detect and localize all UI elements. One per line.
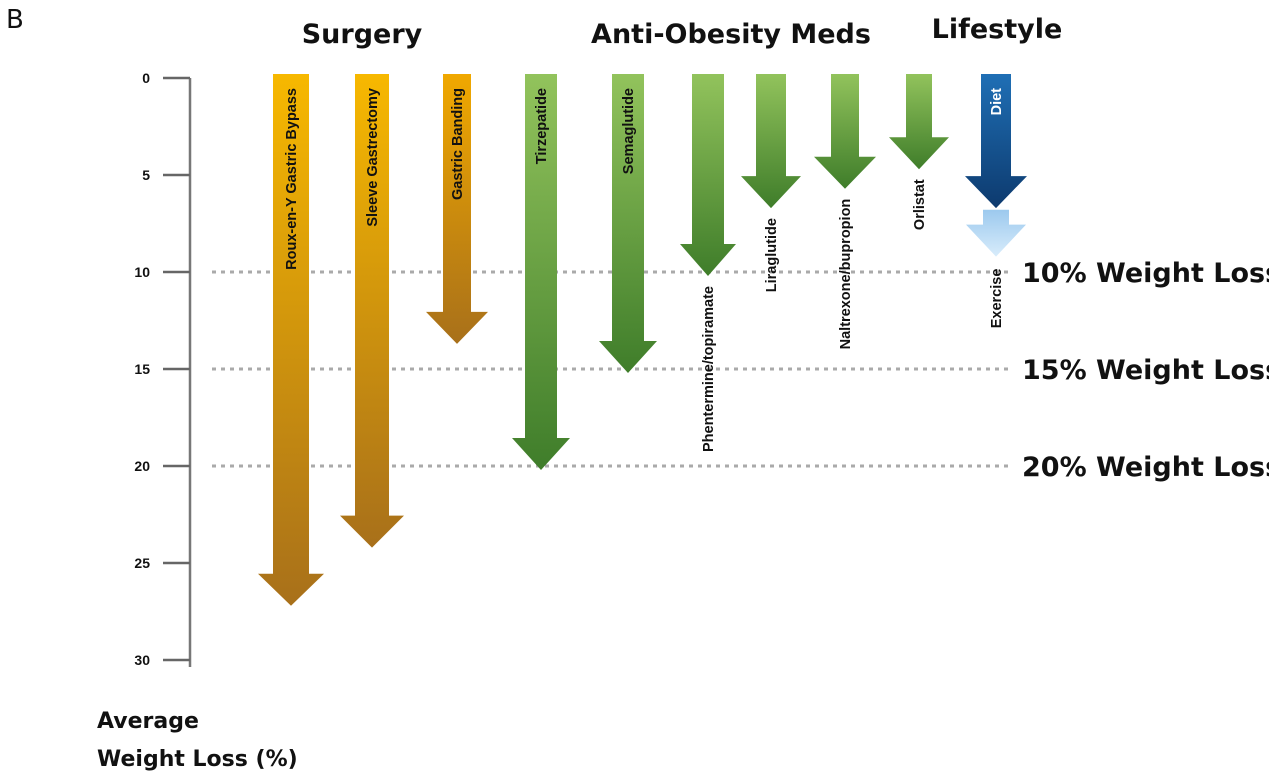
y-tick-label: 10 [134, 264, 150, 280]
arrow-phentermine-topiramate [680, 74, 736, 276]
arrow-label-semaglutide: Semaglutide [621, 88, 637, 174]
arrow-label-tirzepatide: Tirzepatide [534, 88, 550, 164]
group-header-anti-obesity-meds: Anti-Obesity Meds [591, 19, 871, 50]
y-axis-label-line2: Weight Loss (%) [97, 747, 298, 772]
arrow-label-phentermine-topiramate: Phentermine/topiramate [701, 286, 717, 452]
arrow-label-orlistat: Orlistat [912, 179, 928, 230]
arrow-sleeve-gastrectomy [340, 74, 404, 548]
arrow-gastric-banding [426, 74, 488, 344]
arrow-label-roux-en-y-gastric-bypass: Roux-en-Y Gastric Bypass [284, 88, 300, 270]
arrow-tirzepatide [512, 74, 570, 470]
reference-label-10: 10% Weight Loss [1022, 258, 1269, 289]
arrow-label-gastric-banding: Gastric Banding [450, 88, 466, 200]
arrow-label-diet: Diet [989, 88, 1005, 116]
arrow-label-naltrexone-bupropion: Naltrexone/bupropion [838, 199, 854, 350]
arrow-naltrexone-bupropion [814, 74, 876, 189]
arrow-label-exercise: Exercise [989, 269, 1005, 329]
arrow-exercise [966, 209, 1026, 257]
y-tick-label: 25 [134, 555, 150, 571]
arrow-label-sleeve-gastrectomy: Sleeve Gastrectomy [365, 88, 381, 227]
reference-label-15: 15% Weight Loss [1022, 355, 1269, 386]
y-tick-label: 15 [134, 361, 150, 377]
y-tick-label: 5 [142, 167, 150, 183]
group-header-lifestyle: Lifestyle [932, 14, 1063, 45]
arrow-liraglutide [741, 74, 801, 209]
y-tick-label: 20 [134, 458, 150, 474]
arrow-roux-en-y-gastric-bypass [258, 74, 324, 606]
panel-label: B [6, 5, 24, 35]
y-tick-label: 30 [134, 652, 150, 668]
y-axis-label-line1: Average [97, 709, 199, 734]
arrow-orlistat [889, 74, 949, 170]
arrow-semaglutide [599, 74, 657, 373]
group-header-surgery: Surgery [302, 19, 423, 50]
y-tick-label: 0 [142, 70, 150, 86]
reference-label-20: 20% Weight Loss [1022, 452, 1269, 483]
arrow-label-liraglutide: Liraglutide [764, 218, 780, 292]
arrow-diet [965, 74, 1027, 209]
